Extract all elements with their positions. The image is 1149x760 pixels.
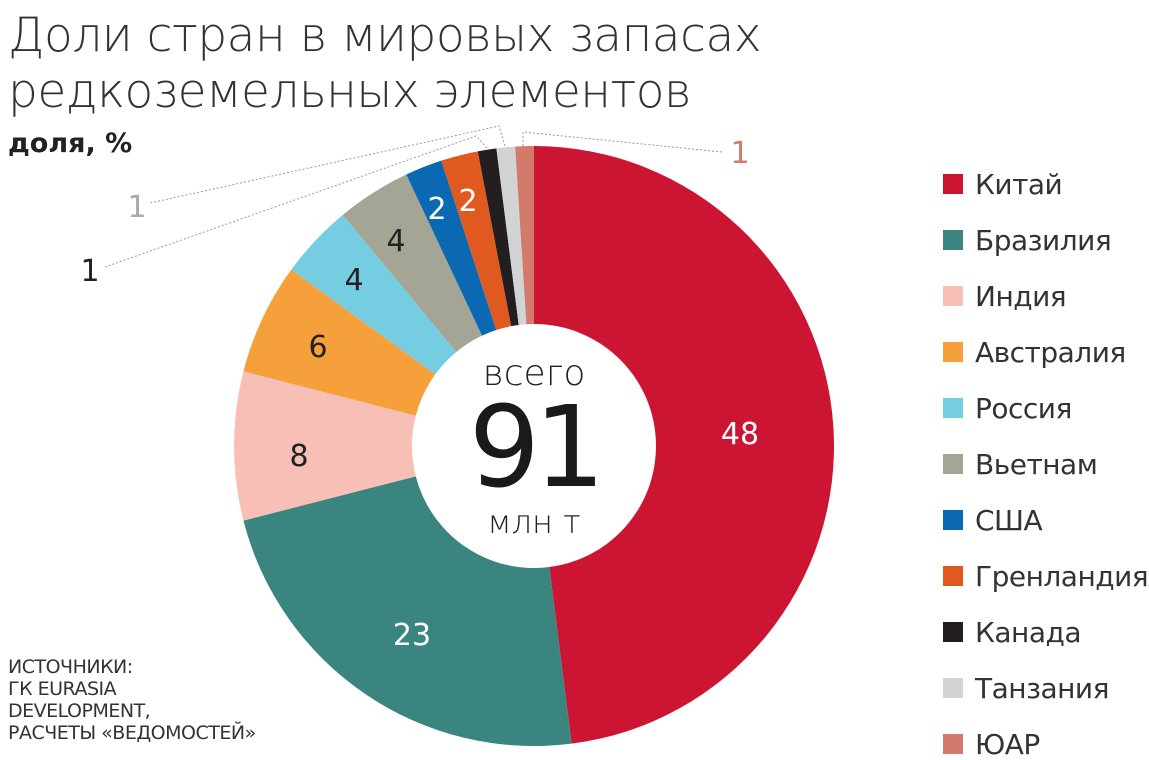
legend-swatch [943, 510, 963, 530]
slice-label: 2 [427, 192, 446, 227]
legend-item: Китай [943, 156, 1148, 212]
center-top-label: всего [483, 353, 586, 394]
legend-label: Индия [975, 279, 1067, 313]
slice-label: 1 [730, 136, 749, 171]
chart-title: Доли стран в мировых запасах редкоземель… [8, 8, 762, 119]
legend-label: Австралия [975, 335, 1126, 369]
legend-label: Россия [975, 391, 1072, 425]
legend-label: Гренландия [975, 559, 1149, 593]
slice-2 [243, 476, 572, 746]
legend-label: Танзания [975, 671, 1109, 705]
legend-swatch [943, 734, 963, 754]
legend-label: ЮАР [975, 727, 1040, 760]
legend-item: Вьетнам [943, 436, 1148, 492]
slice-3 [233, 371, 416, 521]
legend-item: Гренландия [943, 548, 1149, 604]
legend-label: США [975, 503, 1043, 537]
source-line: РАСЧЕТЫ «ВЕДОМОСТЕЙ» [8, 722, 256, 744]
legend-label: Вьетнам [975, 447, 1098, 481]
legend-item: Танзания [943, 660, 1148, 716]
slice-1 [534, 146, 835, 744]
slice-8 [441, 151, 512, 330]
slice-10 [496, 146, 527, 325]
legend-swatch [943, 454, 963, 474]
slice-label: 1 [127, 190, 146, 225]
legend: Китай Бразилия Индия Австралия Россия Вьетнам… [943, 156, 1149, 760]
legend-label: Китай [975, 167, 1063, 201]
slice-11 [515, 146, 534, 325]
center-total-value: 91 [469, 383, 600, 513]
legend-item: ЮАР [943, 716, 1148, 760]
slice-label: 2 [458, 184, 477, 219]
slice-label: 6 [308, 330, 327, 365]
legend-swatch [943, 286, 963, 306]
slice-4 [243, 269, 436, 416]
leader-line [149, 125, 506, 204]
legend-item: Канада [943, 604, 1148, 660]
slice-7 [406, 160, 497, 336]
source-line: ГК EURASIA [8, 678, 117, 700]
slice-9 [477, 148, 519, 327]
legend-item: Австралия [943, 324, 1148, 380]
legend-swatch [943, 678, 963, 698]
slice-label: 4 [344, 263, 363, 298]
slice-label: 48 [721, 417, 759, 452]
legend-swatch [943, 622, 963, 642]
legend-item: Бразилия [943, 212, 1148, 268]
source-line: ИСТОЧНИКИ: [8, 656, 133, 678]
leader-line [522, 131, 723, 153]
center-unit-label: млн т [487, 503, 580, 541]
slice-label: 23 [393, 618, 431, 653]
legend-label: Канада [975, 615, 1082, 649]
legend-swatch [943, 566, 963, 586]
source-note: ИСТОЧНИКИ: ГК EURASIA DEVELOPMENT, РАСЧЕ… [8, 656, 256, 744]
chart-subtitle: доля, % [8, 128, 133, 159]
slice-label: 1 [80, 254, 99, 289]
legend-label: Бразилия [975, 223, 1112, 257]
legend-swatch [943, 174, 963, 194]
slice-label: 4 [386, 224, 405, 259]
legend-swatch [943, 230, 963, 250]
legend-item: США [943, 492, 1148, 548]
source-line: DEVELOPMENT, [8, 700, 151, 722]
legend-item: Россия [943, 380, 1148, 436]
slice-6 [342, 174, 483, 352]
slice-5 [291, 214, 457, 375]
slice-label: 8 [289, 439, 308, 474]
legend-swatch [943, 398, 963, 418]
legend-swatch [943, 342, 963, 362]
legend-item: Индия [943, 268, 1148, 324]
leader-line [104, 135, 488, 268]
